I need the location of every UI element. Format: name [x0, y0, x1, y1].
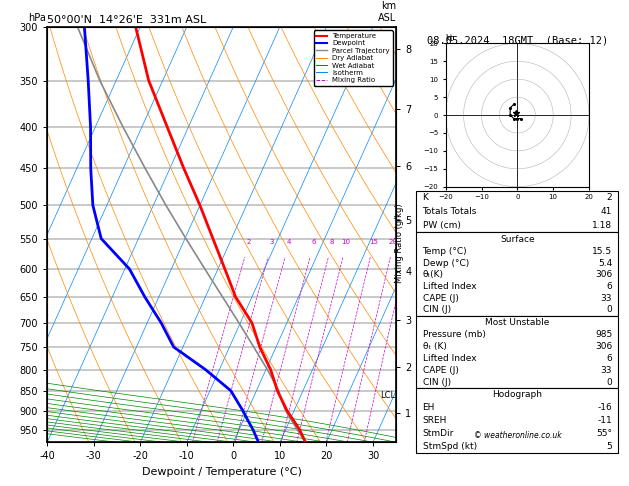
- Text: Totals Totals: Totals Totals: [423, 207, 477, 216]
- Text: K: K: [423, 193, 428, 202]
- Text: Lifted Index: Lifted Index: [423, 354, 476, 363]
- Text: 1.18: 1.18: [592, 221, 612, 230]
- Text: Temp (°C): Temp (°C): [423, 247, 467, 256]
- Text: © weatheronline.co.uk: © weatheronline.co.uk: [474, 431, 561, 440]
- Legend: Temperature, Dewpoint, Parcel Trajectory, Dry Adiabat, Wet Adiabat, Isotherm, Mi: Temperature, Dewpoint, Parcel Trajectory…: [314, 30, 392, 86]
- Text: 2: 2: [246, 239, 250, 245]
- Text: θₜ (K): θₜ (K): [423, 342, 447, 351]
- Text: km
ASL: km ASL: [378, 1, 396, 22]
- Text: Lifted Index: Lifted Index: [423, 282, 476, 291]
- Text: 8: 8: [330, 239, 334, 245]
- Text: 985: 985: [595, 330, 612, 339]
- Text: 0: 0: [606, 378, 612, 387]
- Text: 4: 4: [286, 239, 291, 245]
- Text: Most Unstable: Most Unstable: [485, 318, 550, 327]
- Text: Hodograph: Hodograph: [493, 390, 542, 399]
- Text: CAPE (J): CAPE (J): [423, 366, 459, 375]
- Text: -16: -16: [598, 403, 612, 413]
- Text: Mixing Ratio (g/kg): Mixing Ratio (g/kg): [395, 203, 404, 283]
- Text: θₜ(K): θₜ(K): [423, 270, 443, 279]
- Text: kt: kt: [446, 35, 454, 43]
- Text: Surface: Surface: [500, 235, 535, 243]
- Text: 6: 6: [311, 239, 316, 245]
- Text: CIN (J): CIN (J): [423, 378, 450, 387]
- Text: 306: 306: [595, 342, 612, 351]
- Text: 6: 6: [606, 354, 612, 363]
- Text: 55°: 55°: [596, 429, 612, 438]
- Text: 33: 33: [601, 366, 612, 375]
- Text: Dewp (°C): Dewp (°C): [423, 259, 469, 268]
- Text: 10: 10: [342, 239, 350, 245]
- Text: StmDir: StmDir: [423, 429, 454, 438]
- Text: 20: 20: [389, 239, 398, 245]
- Text: 08.05.2024  18GMT  (Base: 12): 08.05.2024 18GMT (Base: 12): [426, 35, 608, 45]
- Text: 5: 5: [606, 442, 612, 451]
- Text: CAPE (J): CAPE (J): [423, 294, 459, 303]
- Text: EH: EH: [423, 403, 435, 413]
- Text: 306: 306: [595, 270, 612, 279]
- Bar: [416, 388, 618, 452]
- Text: 0: 0: [606, 305, 612, 314]
- Text: 2: 2: [606, 193, 612, 202]
- Bar: [416, 191, 618, 232]
- Text: Pressure (mb): Pressure (mb): [423, 330, 486, 339]
- Text: 5.4: 5.4: [598, 259, 612, 268]
- Text: 3: 3: [269, 239, 274, 245]
- Text: CIN (J): CIN (J): [423, 305, 450, 314]
- Text: 33: 33: [601, 294, 612, 303]
- Bar: [416, 232, 618, 315]
- Text: hPa: hPa: [28, 13, 46, 22]
- Bar: [416, 315, 618, 388]
- Text: 50°00'N  14°26'E  331m ASL: 50°00'N 14°26'E 331m ASL: [47, 15, 206, 25]
- Text: 6: 6: [606, 282, 612, 291]
- Text: 15.5: 15.5: [592, 247, 612, 256]
- Text: -11: -11: [598, 416, 612, 425]
- Text: 41: 41: [601, 207, 612, 216]
- X-axis label: Dewpoint / Temperature (°C): Dewpoint / Temperature (°C): [142, 467, 302, 477]
- Text: 15: 15: [369, 239, 378, 245]
- Text: LCL: LCL: [380, 391, 395, 400]
- Text: StmSpd (kt): StmSpd (kt): [423, 442, 477, 451]
- Text: PW (cm): PW (cm): [423, 221, 460, 230]
- Text: SREH: SREH: [423, 416, 447, 425]
